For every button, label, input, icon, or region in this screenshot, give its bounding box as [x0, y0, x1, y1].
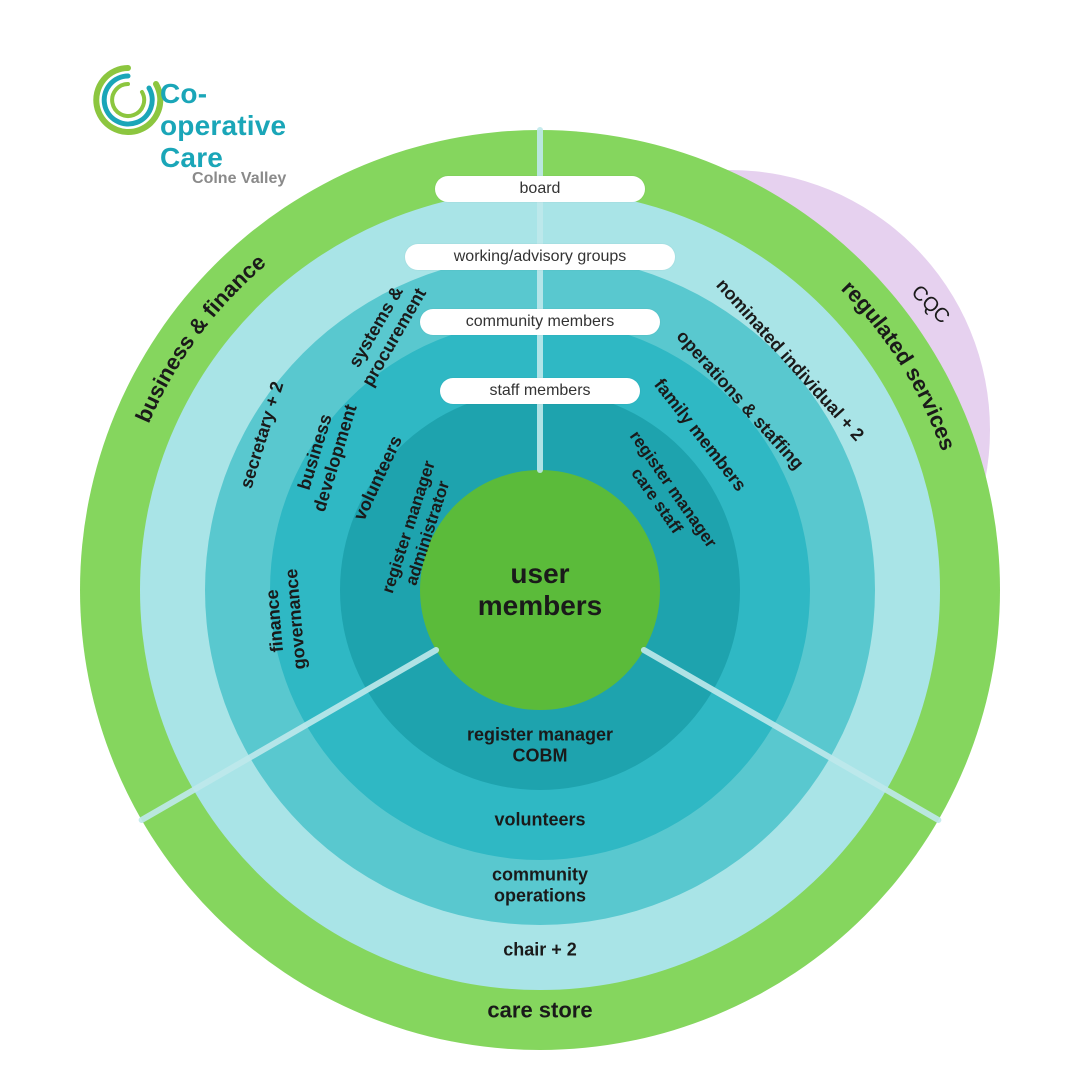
label-chair: chair + 2 [503, 940, 577, 961]
label-sys_proc: systems & procurement [340, 274, 431, 390]
label-volunteers_bottom: volunteers [494, 810, 585, 831]
core-label: usermembers [478, 558, 603, 622]
label-nominated: nominated individual + 2 [712, 275, 868, 445]
label-cqc: CQC [906, 281, 954, 329]
pill-working_groups: working/advisory groups [405, 244, 675, 270]
pill-staff_members: staff members [440, 378, 640, 404]
diagram-stage: Co-operative Care Colne Valley regulated… [0, 0, 1080, 1080]
label-rm_cobm: register manager COBM [467, 724, 613, 765]
label-community_ops: community operations [492, 864, 588, 905]
label-layer: usermembers board working/advisory groups c… [0, 0, 1080, 1080]
label-care_store: care store [487, 997, 592, 1022]
pill-board: board [435, 176, 645, 202]
label-volunteers_left: volunteers [349, 432, 406, 523]
pill-community_members: community members [420, 309, 660, 335]
label-biz_dev: business development [289, 396, 361, 514]
label-fin_gov: finance governance [260, 568, 310, 672]
label-secretary: secretary + 2 [236, 379, 288, 491]
label-rm_admin: register manager administrator [378, 458, 458, 601]
